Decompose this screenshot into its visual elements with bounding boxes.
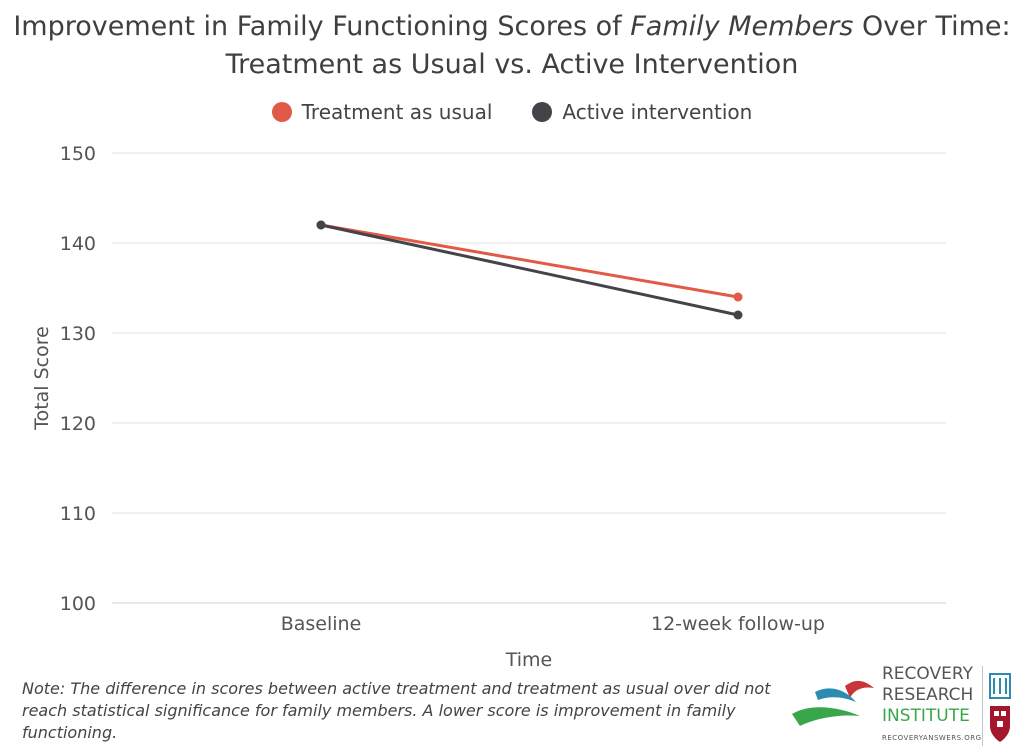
- legend-swatch-treatment-as-usual: [271, 102, 292, 122]
- chart-footnote: Note: The difference in scores between a…: [22, 679, 771, 742]
- data-point-series-1-0: [316, 220, 326, 230]
- harvard-shield-icon: [982, 666, 1011, 746]
- legend-label-active-intervention: Active intervention: [562, 100, 753, 124]
- x-axis-title: Time: [505, 649, 553, 671]
- legend-label-treatment-as-usual: Treatment as usual: [301, 100, 493, 124]
- y-tick-label-110: 110: [60, 503, 96, 525]
- logo-line-recovery: RECOVERY: [882, 664, 973, 684]
- logo-line-research: RESEARCH: [882, 685, 974, 705]
- recovery-research-institute-logo: RECOVERY RESEARCH INSTITUTE RECOVERYANSW…: [790, 664, 1020, 748]
- logo-line-institute: INSTITUTE: [882, 706, 970, 726]
- logo-wings-icon: [792, 680, 874, 726]
- y-tick-label-140: 140: [60, 233, 96, 255]
- legend-item-active-intervention: Active intervention: [532, 100, 752, 124]
- logo-url: RECOVERYANSWERS.ORG: [882, 734, 982, 742]
- chart-legend: Treatment as usual Active intervention: [0, 100, 1024, 124]
- x-tick-label-0: Baseline: [281, 613, 362, 635]
- series-line-1: [320, 223, 739, 317]
- chart-title: Improvement in Family Functioning Scores…: [13, 11, 1011, 80]
- y-tick-label-100: 100: [60, 593, 96, 615]
- legend-item-treatment-as-usual: Treatment as usual: [271, 100, 493, 124]
- y-tick-label-120: 120: [60, 413, 96, 435]
- series-line-0: [320, 223, 739, 299]
- y-tick-label-150: 150: [60, 143, 96, 165]
- legend-swatch-active-intervention: [532, 102, 553, 122]
- y-tick-label-130: 130: [60, 323, 96, 345]
- x-tick-label-1: 12-week follow-up: [651, 613, 825, 635]
- logo-text: RECOVERY RESEARCH INSTITUTE: [882, 664, 973, 727]
- line-chart: 100 110 120 130 140 150 Baseline 12-week follow…: [31, 143, 946, 671]
- data-point-series-1-1: [733, 310, 743, 320]
- y-axis-title: Total Score: [31, 326, 53, 431]
- data-point-series-0-1: [733, 292, 743, 302]
